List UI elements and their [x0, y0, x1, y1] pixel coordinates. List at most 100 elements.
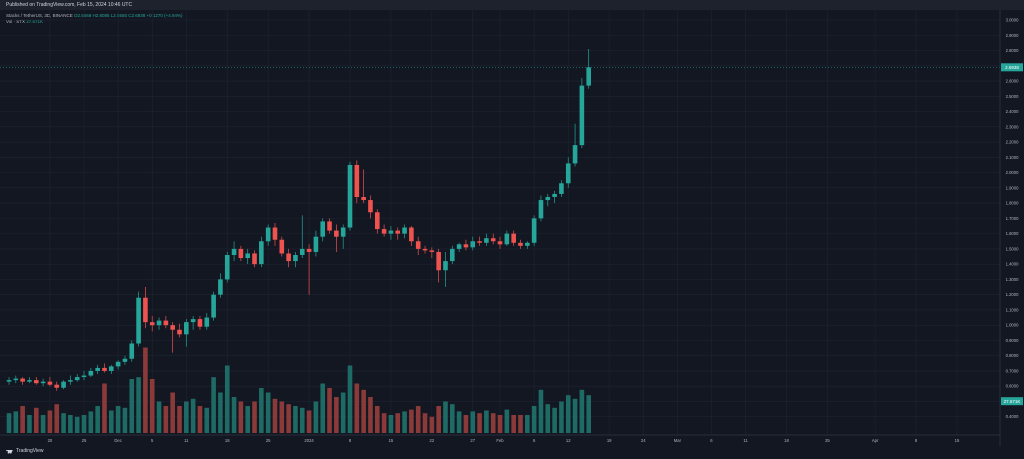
- volume-bars: [6, 347, 591, 433]
- volume-bar: [224, 365, 230, 433]
- time-tick-label: 27: [470, 438, 475, 443]
- price-tick-label: 2.8000: [1006, 48, 1019, 53]
- volume-bar: [327, 388, 332, 433]
- candle-body: [381, 229, 387, 234]
- time-tick-label: 11: [184, 438, 189, 443]
- time-tick-label: 8: [349, 438, 352, 443]
- volume-bar: [33, 407, 39, 433]
- volume-bar: [190, 398, 196, 433]
- price-tick-label: 0.6000: [1006, 384, 1019, 389]
- candle-body: [272, 227, 278, 240]
- volume-bar: [238, 401, 244, 433]
- candle-body: [177, 329, 182, 335]
- price-axis[interactable]: 3.00002.90002.80002.70002.60002.50002.40…: [1006, 18, 1019, 420]
- candle-body: [299, 248, 305, 255]
- price-tick-label: 1.1000: [1006, 307, 1019, 312]
- candle-body: [559, 183, 564, 194]
- volume-bar: [450, 404, 455, 433]
- volume-bar: [129, 379, 135, 433]
- candle-body: [388, 230, 394, 234]
- candle-body: [552, 193, 557, 198]
- time-tick-label: 6: [710, 438, 713, 443]
- time-tick-label: 25: [825, 438, 830, 443]
- last-volume-label: 27.671K: [1004, 399, 1021, 404]
- price-tick-label: 2.9000: [1006, 33, 1019, 38]
- candle-body: [327, 221, 332, 231]
- volume-bar: [95, 406, 100, 433]
- symbol-label[interactable]: Stacks / TetherUS, 3D, BINANCE: [6, 13, 73, 18]
- price-tick-label: 0.8000: [1006, 353, 1019, 358]
- volume-bar: [245, 406, 250, 433]
- candle-body: [88, 370, 94, 376]
- volume-label[interactable]: Vol · STX: [6, 19, 26, 24]
- price-tick-label: 0.4000: [1006, 414, 1019, 419]
- volume-bar: [279, 401, 285, 433]
- candle-body: [511, 233, 516, 243]
- volume-bar: [27, 415, 32, 433]
- candle-body: [456, 244, 462, 249]
- volume-bar: [395, 413, 401, 433]
- footer-bar: TradingView: [0, 446, 1024, 457]
- volume-bar: [204, 407, 210, 433]
- volume-bar: [231, 397, 237, 433]
- candle-body: [340, 227, 346, 237]
- candlestick-chart[interactable]: 3.00002.90002.80002.70002.60002.50002.40…: [0, 10, 1024, 446]
- volume-bar: [511, 415, 516, 433]
- time-tick-label: 5: [151, 438, 154, 443]
- volume-bar: [259, 388, 264, 433]
- volume-bar: [374, 406, 380, 433]
- time-axis[interactable]: 20 25 Dec 5 11 18 25 2024 8 15 22 27 Feb 6 12 19 24 Mar 6 1…: [48, 438, 960, 443]
- price-tick-label: 2.1000: [1006, 155, 1019, 160]
- time-tick-label: 15: [389, 438, 394, 443]
- volume-bar: [354, 383, 360, 433]
- volume-bar: [402, 411, 407, 433]
- published-text: Published on TradingView.com, Feb 15, 20…: [6, 2, 133, 8]
- time-tick-label: 15: [955, 438, 960, 443]
- volume-bar: [109, 410, 114, 433]
- candle-body: [518, 242, 523, 246]
- candle-body: [265, 227, 271, 242]
- volume-bar: [61, 413, 66, 433]
- candle-body: [538, 200, 544, 219]
- volume-bar: [381, 413, 387, 433]
- last-volume-badge: 27.671K: [1001, 397, 1023, 406]
- candle-body: [470, 241, 476, 248]
- time-tick-label: 2024: [304, 438, 314, 443]
- time-tick-label: 22: [430, 438, 435, 443]
- candle-body: [334, 230, 339, 237]
- candle-body: [40, 381, 46, 384]
- candle-body: [395, 230, 401, 234]
- candle-body: [422, 248, 428, 251]
- brand-label: TradingView: [16, 448, 44, 454]
- candle-body: [531, 218, 537, 243]
- candle-body: [545, 197, 551, 201]
- time-tick-label: Mar: [674, 438, 682, 443]
- candle-body: [6, 380, 12, 382]
- volume-bar: [490, 413, 496, 433]
- volume-bar: [136, 377, 141, 433]
- chart-legend: Stacks / TetherUS, 3D, BINANCE O2.5668 H…: [6, 13, 183, 25]
- volume-bar: [170, 392, 175, 433]
- volume-bar: [470, 411, 476, 433]
- volume-bar: [579, 389, 585, 433]
- volume-bar: [20, 406, 25, 433]
- last-price-badge: 2.6938: [1001, 63, 1023, 72]
- candle-body: [13, 378, 19, 381]
- volume-bar: [306, 410, 312, 433]
- volume-bar: [184, 401, 189, 433]
- volume-bar: [429, 416, 435, 433]
- volume-bar: [388, 415, 394, 433]
- candle-body: [286, 253, 291, 262]
- tradingview-logo[interactable]: TradingView: [6, 446, 44, 457]
- volume-bar: [484, 410, 489, 433]
- candle-body: [347, 164, 353, 228]
- volume-bar: [54, 404, 60, 433]
- price-tick-label: 1.2000: [1006, 292, 1019, 297]
- volume-bar: [115, 406, 121, 433]
- candle-body: [218, 279, 223, 295]
- candle-body: [565, 163, 571, 184]
- volume-bar: [197, 406, 203, 433]
- candle-body: [156, 320, 162, 326]
- candle-body: [306, 248, 312, 252]
- volume-bar: [143, 347, 148, 433]
